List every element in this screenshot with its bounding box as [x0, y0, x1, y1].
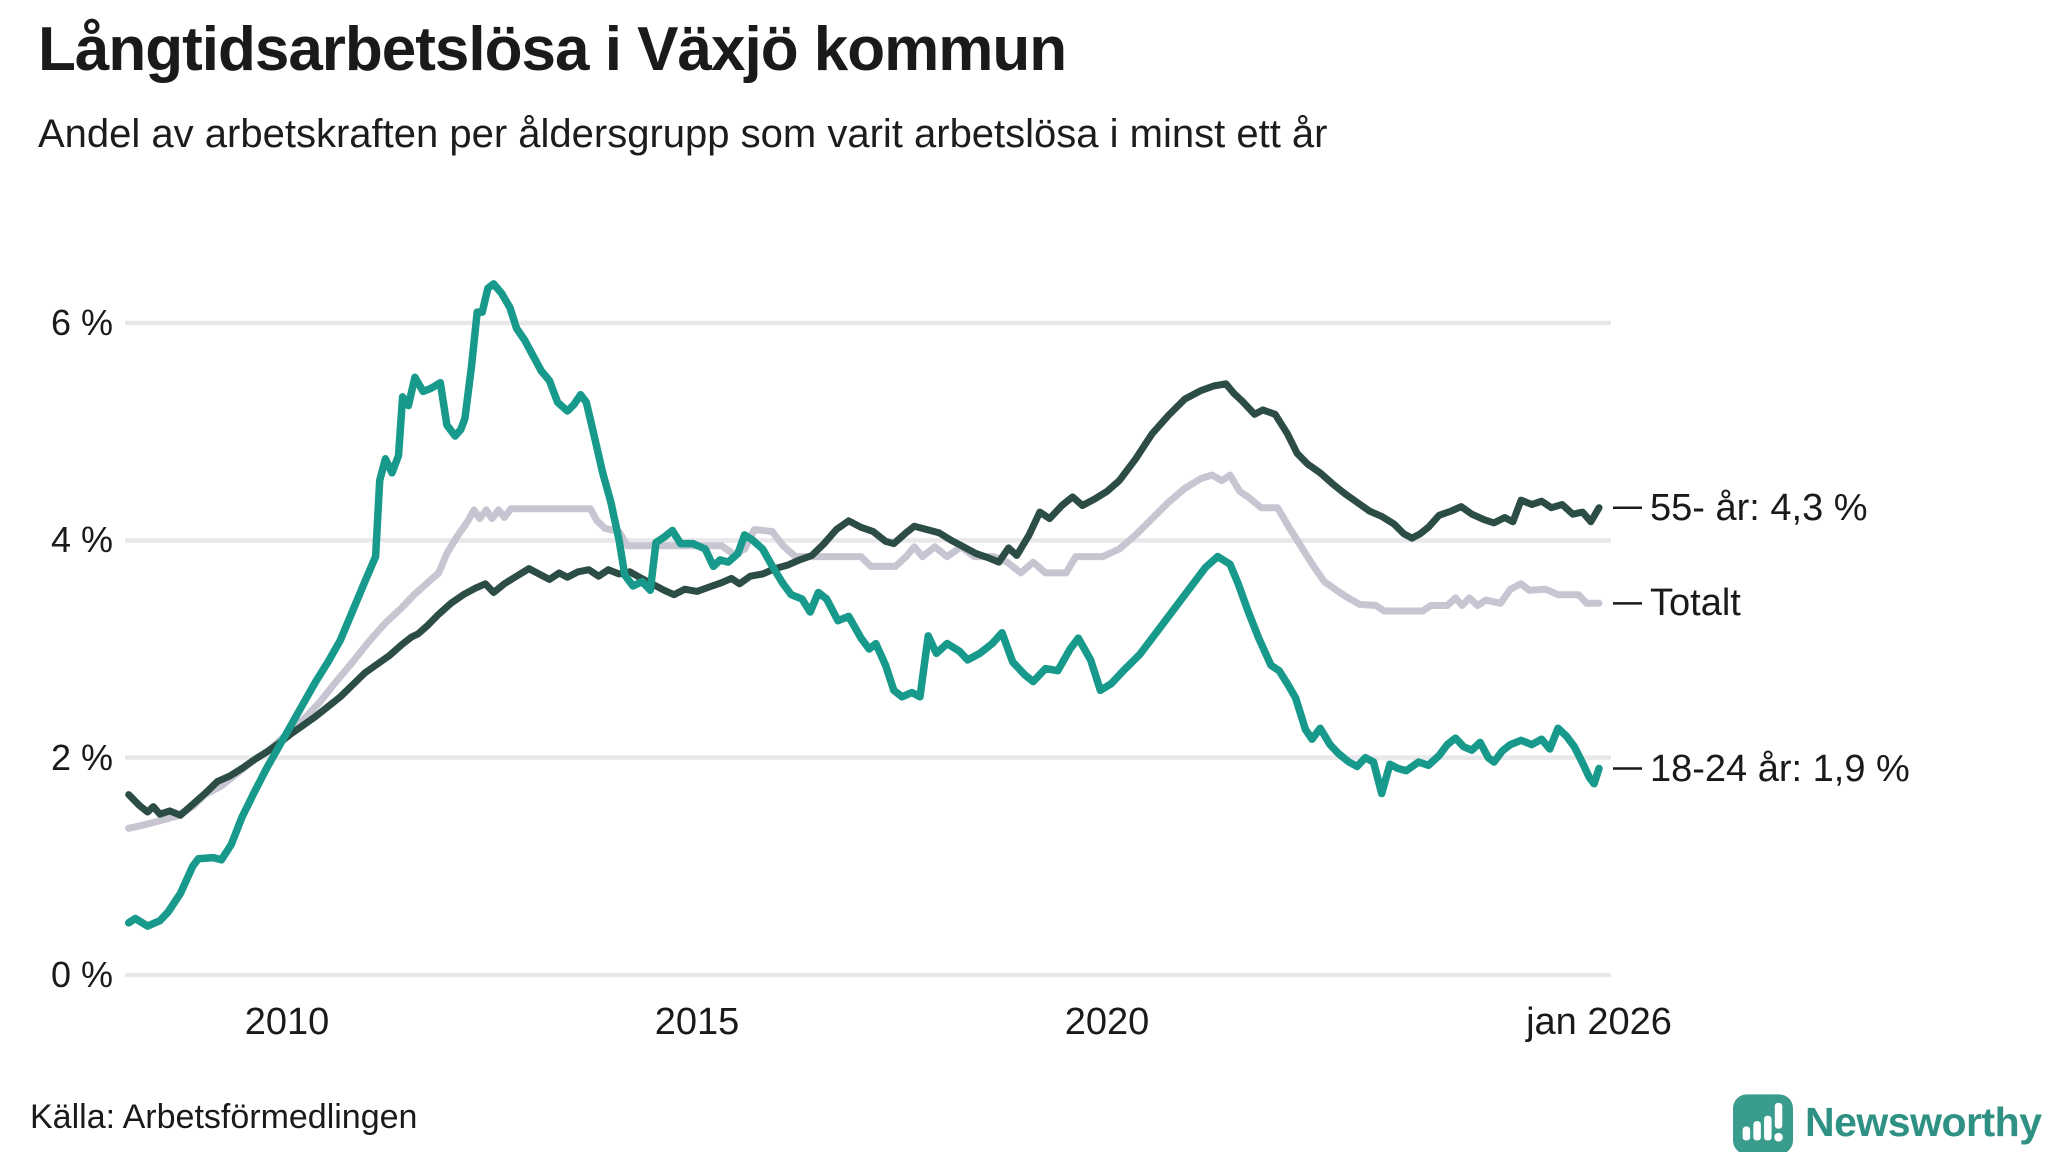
series-end-label-18-24-ar: 18-24 år: 1,9 %	[1650, 747, 1910, 790]
y-axis-label: 0 %	[50, 954, 113, 995]
x-axis-label: 2015	[654, 1001, 740, 1043]
source-note: Källa: Arbetsförmedlingen	[30, 1098, 418, 1136]
y-axis-label: 6 %	[50, 301, 113, 343]
series-line-18-24-ar	[124, 280, 1603, 930]
series-line-totalt	[125, 471, 1603, 832]
x-axis-label: 2020	[1064, 1001, 1150, 1043]
newsworthy-wordmark: Newsworthy	[1805, 1099, 2042, 1145]
series-end-label-totalt: Totalt	[1650, 582, 1741, 625]
x-axis-label: jan 2026	[1526, 1001, 1672, 1043]
series-line-55-ar	[125, 380, 1603, 819]
chart-title: Långtidsarbetslösa i Växjö kommun	[38, 15, 1067, 84]
x-axis-label: 2010	[244, 1001, 330, 1043]
series-end-label-55-ar: 55- år: 4,3 %	[1650, 486, 1868, 529]
y-axis-label: 4 %	[50, 519, 113, 561]
chart-subtitle: Andel av arbetskraften per åldersgrupp s…	[38, 112, 1328, 156]
newsworthy-logo: Newsworthy	[1733, 1094, 2048, 1152]
newsworthy-speech-bubble-bars-icon	[1733, 1094, 1793, 1152]
y-axis-label: 2 %	[50, 736, 113, 778]
